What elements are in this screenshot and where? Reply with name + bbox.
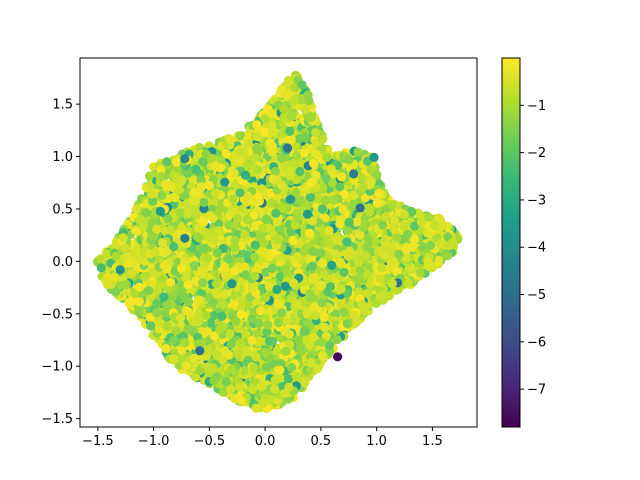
scatter-point [274, 252, 284, 262]
scatter-point [343, 226, 353, 236]
scatter-point [159, 292, 169, 302]
scatter-point [407, 207, 417, 217]
scatter-point [355, 230, 365, 240]
scatter-point [283, 75, 293, 86]
scatter-point [352, 273, 362, 283]
scatter-point [132, 226, 142, 236]
scatter-point [193, 295, 203, 305]
scatter-point [433, 213, 443, 223]
scatter-point [217, 311, 227, 321]
scatter-point [354, 246, 365, 256]
scatter-point [227, 364, 237, 374]
scatter-point [330, 249, 340, 259]
scatter-point [236, 131, 246, 141]
scatter-point [443, 251, 453, 261]
scatter-point [320, 213, 330, 223]
scatter-point [365, 279, 375, 289]
scatter-point [299, 202, 309, 212]
scatter-point [134, 307, 144, 317]
scatter-point [266, 198, 276, 208]
scatter-point [219, 300, 229, 310]
scatter-point [205, 318, 216, 328]
scatter-point [232, 255, 242, 265]
scatter-point [231, 179, 241, 190]
scatter-point [172, 157, 182, 167]
scatter-point [221, 148, 231, 159]
scatter-points [93, 70, 463, 413]
scatter-point [296, 195, 306, 205]
scatter-point [371, 237, 381, 247]
scatter-point [300, 378, 310, 388]
scatter-point [322, 152, 332, 162]
scatter-point [199, 243, 209, 253]
